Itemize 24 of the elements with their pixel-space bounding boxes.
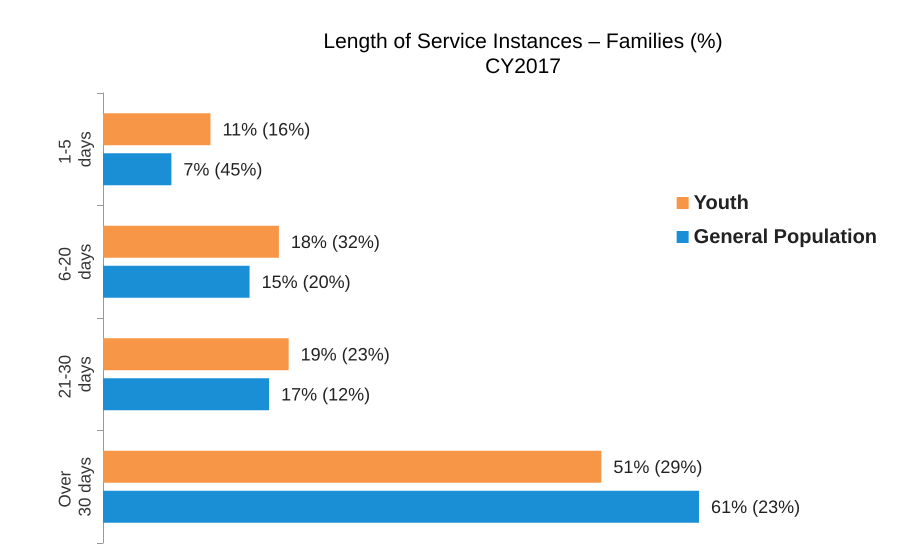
- chart-subtitle: CY2017: [485, 55, 561, 78]
- bar: [103, 113, 210, 146]
- y-tick-label: 21-30 days: [56, 350, 94, 398]
- data-label: 51% (29%): [613, 456, 702, 477]
- data-label: 17% (12%): [281, 384, 370, 404]
- bar: [103, 226, 279, 258]
- bar: [103, 338, 289, 370]
- bar: [103, 153, 172, 186]
- y-tick-label: Over 30 days: [56, 456, 94, 517]
- y-tick-label: 1-5 days: [56, 131, 94, 168]
- legend-label: Youth: [694, 192, 749, 214]
- data-label: 18% (32%): [290, 232, 380, 252]
- data-label: 11% (16%): [222, 119, 310, 140]
- data-label: 19% (23%): [300, 344, 390, 364]
- bar: [103, 266, 250, 298]
- bar: [103, 450, 602, 483]
- data-label: 15% (20%): [262, 272, 351, 292]
- bar: [103, 378, 270, 410]
- data-label: 61% (23%): [711, 496, 800, 517]
- data-label: 7% (45%): [183, 159, 262, 180]
- legend-label: General Population: [694, 226, 877, 248]
- y-tick-label: 6-20 days: [56, 242, 94, 282]
- bar: [103, 490, 700, 523]
- chart-title: Length of Service Instances – Families (%): [323, 30, 723, 53]
